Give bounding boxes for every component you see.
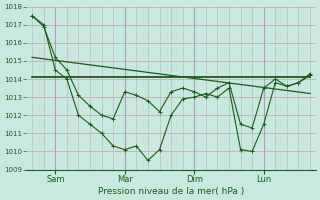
X-axis label: Pression niveau de la mer( hPa ): Pression niveau de la mer( hPa ): [98, 187, 244, 196]
